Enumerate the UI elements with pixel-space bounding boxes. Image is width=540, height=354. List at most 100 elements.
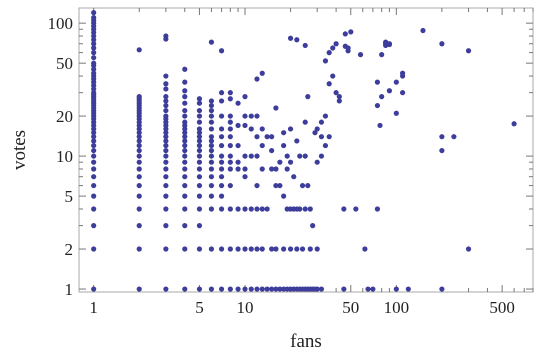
- data-point: [208, 126, 215, 132]
- data-point: [273, 182, 279, 189]
- plot-frame: [78, 7, 534, 293]
- data-point: [302, 119, 308, 125]
- data-point: [208, 159, 215, 165]
- data-point: [297, 153, 303, 159]
- data-point: [318, 153, 325, 159]
- data-point: [322, 58, 329, 64]
- data-point: [208, 134, 215, 140]
- data-point: [227, 166, 233, 172]
- data-point: [196, 223, 203, 229]
- data-point: [294, 246, 300, 252]
- data-point: [208, 286, 215, 292]
- data-point: [420, 27, 426, 34]
- data-point: [208, 119, 215, 125]
- data-point: [242, 174, 248, 180]
- data-point: [227, 90, 233, 96]
- data-point: [91, 66, 97, 72]
- y-tick-label: 100: [48, 14, 74, 33]
- x-axis-label: fans: [290, 331, 322, 352]
- data-point: [208, 153, 215, 159]
- data-point: [248, 206, 254, 212]
- data-point: [248, 126, 254, 132]
- data-point: [227, 96, 233, 102]
- data-point: [235, 286, 241, 292]
- data-point: [182, 153, 188, 159]
- data-point: [136, 130, 142, 136]
- data-point: [163, 33, 169, 39]
- data-point: [242, 122, 248, 129]
- data-point: [227, 286, 233, 292]
- data-point: [264, 134, 270, 140]
- data-point: [302, 153, 308, 159]
- data-point: [208, 174, 215, 180]
- data-point: [393, 79, 399, 85]
- data-point: [284, 166, 290, 172]
- data-point: [208, 147, 215, 154]
- data-point: [307, 206, 313, 212]
- data-point: [302, 42, 308, 49]
- data-point: [314, 286, 320, 292]
- data-point: [136, 134, 142, 140]
- data-point: [163, 113, 169, 119]
- data-point: [259, 166, 265, 172]
- data-point: [326, 50, 332, 56]
- data-point: [314, 126, 320, 132]
- data-point: [196, 246, 203, 252]
- data-point: [136, 174, 142, 180]
- data-point: [196, 182, 203, 189]
- data-point: [302, 206, 308, 212]
- data-point: [136, 246, 142, 252]
- data-point: [400, 70, 406, 76]
- data-point: [208, 107, 215, 114]
- data-point: [182, 142, 188, 149]
- data-point: [136, 159, 142, 165]
- data-point: [91, 223, 97, 229]
- data-point: [242, 113, 248, 119]
- data-point: [227, 113, 233, 119]
- data-point: [218, 206, 225, 212]
- data-point: [235, 142, 241, 149]
- data-point: [163, 206, 169, 212]
- data-point: [242, 246, 248, 252]
- data-point: [163, 182, 169, 189]
- data-point: [208, 102, 215, 109]
- data-point: [182, 66, 188, 72]
- data-point: [182, 147, 188, 154]
- data-point: [196, 174, 203, 180]
- data-point: [259, 142, 265, 149]
- data-point: [182, 100, 188, 106]
- data-point: [163, 286, 169, 292]
- data-point: [163, 102, 169, 109]
- data-point: [242, 206, 248, 212]
- data-point: [218, 166, 225, 172]
- data-point: [196, 138, 203, 144]
- data-point: [294, 138, 300, 144]
- data-point: [182, 138, 188, 144]
- data-point: [227, 142, 233, 149]
- data-point: [182, 159, 188, 165]
- data-point: [314, 246, 320, 252]
- data-point: [196, 134, 203, 140]
- data-point: [182, 119, 188, 125]
- data-point: [291, 174, 297, 180]
- data-point: [136, 147, 142, 154]
- data-point: [281, 193, 287, 199]
- data-point: [91, 130, 97, 136]
- data-point: [196, 107, 203, 114]
- data-point: [91, 134, 97, 140]
- data-point: [163, 142, 169, 149]
- data-point: [91, 45, 97, 51]
- data-point: [400, 90, 406, 96]
- data-point: [208, 206, 215, 212]
- data-point: [218, 142, 225, 149]
- data-point: [248, 113, 254, 119]
- y-tick-label: 20: [56, 107, 73, 126]
- data-point: [269, 166, 275, 172]
- data-point: [218, 174, 225, 180]
- data-point: [163, 153, 169, 159]
- data-point: [196, 153, 203, 159]
- data-point: [374, 102, 381, 109]
- data-point: [91, 60, 97, 66]
- data-point: [273, 105, 279, 111]
- data-point: [254, 206, 260, 212]
